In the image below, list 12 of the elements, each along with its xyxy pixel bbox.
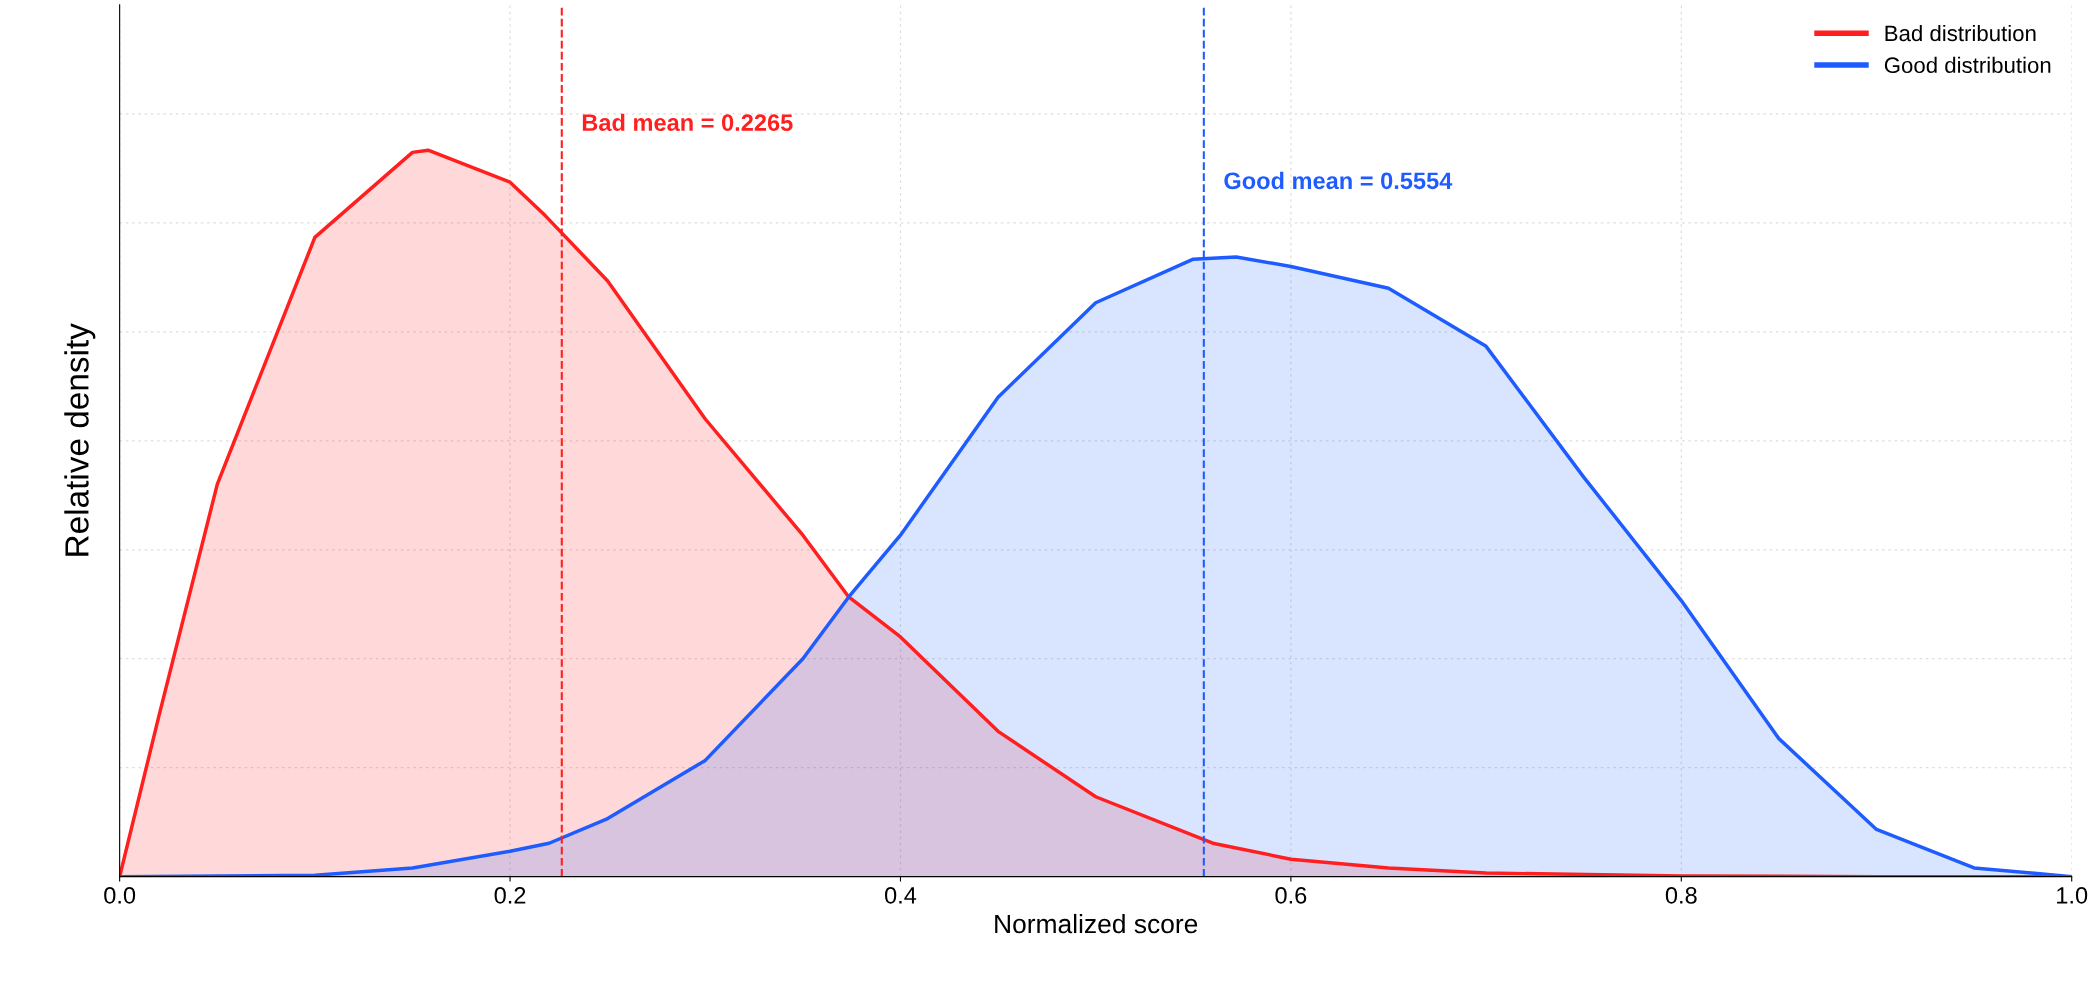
x-tick-label: 1.0 xyxy=(2057,887,2088,904)
x-axis-title: Normalized score xyxy=(995,913,1198,934)
y-axis-title: Relative density xyxy=(64,323,96,556)
ref-line-label: Bad mean = 0.2265 xyxy=(582,113,793,132)
x-tick-label: 0.6 xyxy=(1275,887,1307,904)
ref-line-label: Good mean = 0.5554 xyxy=(1224,171,1453,190)
x-tick-label: 0.2 xyxy=(494,887,526,904)
x-tick-label: 0.4 xyxy=(884,887,917,904)
legend-label: Bad distribution xyxy=(1885,24,2036,42)
x-tick-label: 0.0 xyxy=(104,887,136,904)
x-tick-label: 0.8 xyxy=(1665,887,1697,904)
legend-label: Good distribution xyxy=(1884,56,2051,74)
